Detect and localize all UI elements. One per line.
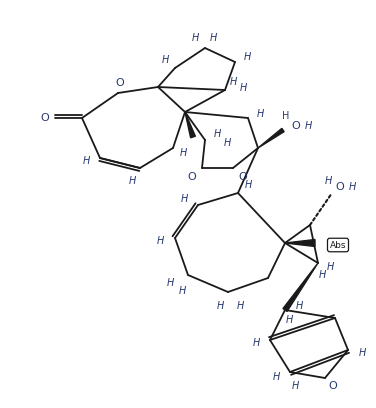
- Text: H: H: [348, 182, 356, 192]
- Text: H: H: [191, 33, 199, 43]
- Text: H: H: [180, 194, 188, 204]
- Text: H: H: [252, 338, 260, 348]
- Text: H: H: [291, 381, 299, 391]
- Text: H: H: [128, 176, 136, 186]
- Text: H: H: [213, 129, 221, 139]
- Text: O: O: [116, 78, 124, 88]
- Polygon shape: [185, 112, 196, 138]
- Text: O: O: [336, 182, 344, 192]
- Text: O: O: [41, 113, 49, 123]
- Text: H: H: [223, 138, 231, 148]
- Text: H: H: [324, 176, 332, 186]
- Text: H: H: [229, 77, 237, 87]
- Polygon shape: [258, 129, 284, 148]
- Text: H: H: [244, 180, 252, 190]
- Text: H: H: [161, 55, 169, 65]
- Text: H: H: [285, 315, 293, 325]
- Text: H: H: [243, 52, 251, 62]
- Text: O: O: [329, 381, 337, 391]
- Text: H: H: [326, 262, 334, 272]
- Polygon shape: [283, 263, 318, 311]
- Text: O: O: [292, 121, 300, 131]
- Text: H: H: [209, 33, 217, 43]
- Text: H: H: [318, 270, 326, 280]
- Text: H: H: [358, 348, 366, 358]
- Text: H: H: [295, 301, 303, 311]
- Text: O: O: [188, 172, 196, 182]
- Text: Abs: Abs: [330, 240, 346, 250]
- Text: H: H: [304, 121, 312, 131]
- Text: H: H: [179, 148, 187, 158]
- Polygon shape: [285, 239, 315, 246]
- Text: H: H: [178, 286, 186, 296]
- Text: H: H: [82, 156, 90, 166]
- Text: H: H: [156, 236, 164, 246]
- Text: H: H: [239, 83, 247, 93]
- Text: H: H: [272, 372, 280, 382]
- Text: H: H: [256, 109, 264, 119]
- Text: H: H: [216, 301, 224, 311]
- Text: O: O: [239, 172, 247, 182]
- Text: H: H: [166, 278, 174, 288]
- Text: H: H: [236, 301, 244, 311]
- Text: H: H: [282, 111, 290, 121]
